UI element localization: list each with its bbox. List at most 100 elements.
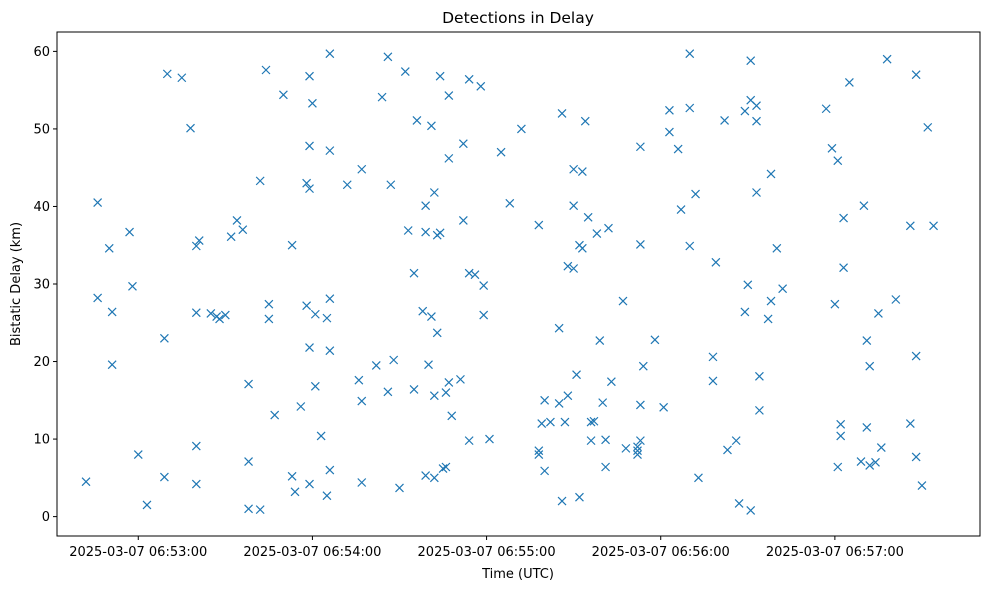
data-point xyxy=(107,307,117,317)
data-point xyxy=(865,361,875,371)
data-point xyxy=(752,116,761,126)
data-point xyxy=(470,270,480,280)
data-point xyxy=(911,70,921,80)
data-point xyxy=(665,127,674,137)
data-point xyxy=(403,226,413,235)
data-point xyxy=(357,396,367,406)
data-point xyxy=(618,296,628,306)
data-point xyxy=(194,236,204,246)
data-point xyxy=(633,442,642,452)
data-point xyxy=(302,178,312,188)
y-tick-label: 20 xyxy=(33,355,50,370)
data-point xyxy=(206,309,216,318)
data-point xyxy=(325,294,335,304)
data-point xyxy=(128,281,137,291)
data-point xyxy=(540,395,550,405)
data-point xyxy=(891,295,901,304)
data-point xyxy=(876,443,886,453)
data-point xyxy=(638,361,648,371)
data-point xyxy=(766,296,776,306)
data-point xyxy=(177,73,187,83)
data-point xyxy=(278,90,288,100)
data-point xyxy=(577,167,587,176)
data-point xyxy=(873,309,883,318)
data-point xyxy=(264,299,274,309)
data-point xyxy=(586,436,596,446)
data-point xyxy=(107,360,117,370)
data-point xyxy=(290,487,300,497)
data-point xyxy=(342,180,352,190)
data-point xyxy=(429,188,439,197)
data-point xyxy=(412,115,422,125)
data-point xyxy=(856,457,866,466)
data-point xyxy=(572,370,581,380)
data-point xyxy=(720,115,730,125)
data-point xyxy=(441,388,451,397)
data-point xyxy=(162,69,172,79)
data-point xyxy=(464,268,474,278)
data-point xyxy=(635,436,645,446)
data-point xyxy=(754,371,764,381)
data-point xyxy=(191,241,201,251)
y-tick-label: 0 xyxy=(42,510,50,525)
data-point xyxy=(589,416,599,426)
data-point xyxy=(142,500,152,510)
data-point xyxy=(577,243,587,253)
data-point xyxy=(307,98,317,108)
data-point xyxy=(81,477,91,487)
y-axis: 0 10 20 30 40 50 60 xyxy=(33,45,57,525)
data-point xyxy=(766,169,776,179)
data-point xyxy=(244,457,253,466)
data-point xyxy=(305,71,314,81)
data-point xyxy=(464,74,474,84)
data-point xyxy=(464,436,474,446)
data-point xyxy=(325,346,335,356)
data-point xyxy=(740,307,750,317)
data-point xyxy=(456,374,465,384)
data-point xyxy=(633,450,642,460)
data-point xyxy=(232,215,242,225)
data-point xyxy=(485,434,494,444)
data-point xyxy=(586,417,596,427)
data-point xyxy=(93,198,103,208)
data-point xyxy=(389,355,399,365)
data-point xyxy=(871,457,880,467)
data-point xyxy=(833,462,843,472)
data-point xyxy=(383,387,393,397)
data-point xyxy=(665,105,674,115)
data-point xyxy=(723,445,732,455)
data-point xyxy=(621,443,631,453)
data-point xyxy=(287,240,297,250)
data-point xyxy=(650,335,660,345)
data-point xyxy=(859,201,869,211)
data-point xyxy=(905,221,915,231)
data-point xyxy=(125,227,134,237)
data-point xyxy=(244,504,253,514)
data-point xyxy=(534,450,544,460)
data-point xyxy=(731,436,741,446)
data-point xyxy=(409,268,419,278)
data-point xyxy=(287,471,297,481)
x-tick-label: 2025-03-07 06:57:00 xyxy=(766,545,904,560)
data-point xyxy=(752,188,761,197)
data-point xyxy=(438,464,448,473)
data-point xyxy=(421,471,431,480)
data-point xyxy=(325,465,335,475)
data-point xyxy=(357,478,367,487)
data-point xyxy=(865,461,875,470)
data-point xyxy=(310,309,320,319)
data-point xyxy=(917,481,927,491)
data-point xyxy=(563,261,573,271)
data-point xyxy=(560,417,570,427)
data-point xyxy=(534,220,544,230)
data-point xyxy=(836,431,846,441)
data-point xyxy=(583,212,593,222)
data-point xyxy=(458,215,468,225)
data-point xyxy=(778,284,788,294)
data-point xyxy=(305,141,314,151)
data-point xyxy=(604,223,613,233)
data-point xyxy=(435,228,445,238)
data-point xyxy=(458,139,468,149)
data-point xyxy=(93,293,103,303)
data-point xyxy=(685,49,695,59)
